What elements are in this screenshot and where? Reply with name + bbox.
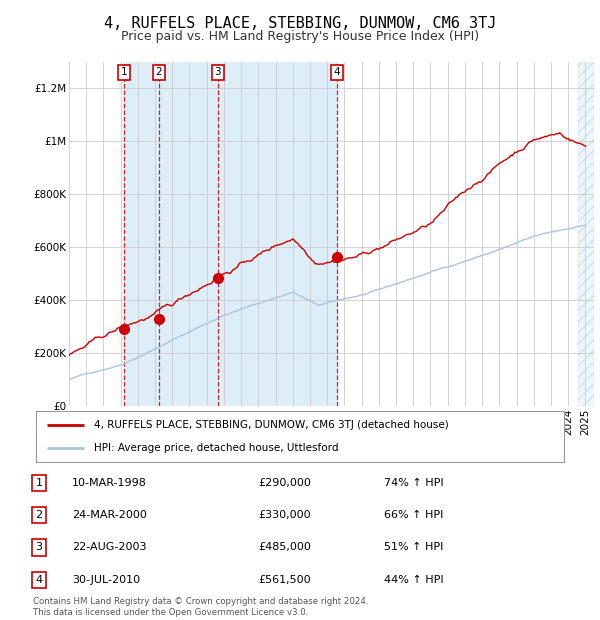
Text: 74% ↑ HPI: 74% ↑ HPI (384, 478, 443, 488)
Text: 1: 1 (121, 67, 127, 77)
Text: 4, RUFFELS PLACE, STEBBING, DUNMOW, CM6 3TJ (detached house): 4, RUFFELS PLACE, STEBBING, DUNMOW, CM6 … (94, 420, 449, 430)
Text: 51% ↑ HPI: 51% ↑ HPI (384, 542, 443, 552)
Text: 44% ↑ HPI: 44% ↑ HPI (384, 575, 443, 585)
Bar (159, 62, 218, 406)
Text: 4: 4 (35, 575, 43, 585)
Text: £290,000: £290,000 (258, 478, 311, 488)
Bar (124, 62, 159, 406)
Bar (578, 62, 594, 406)
Text: 22-AUG-2003: 22-AUG-2003 (72, 542, 146, 552)
Text: 1: 1 (35, 478, 43, 488)
Text: 66% ↑ HPI: 66% ↑ HPI (384, 510, 443, 520)
Text: 4, RUFFELS PLACE, STEBBING, DUNMOW, CM6 3TJ: 4, RUFFELS PLACE, STEBBING, DUNMOW, CM6 … (104, 16, 496, 30)
Text: HPI: Average price, detached house, Uttlesford: HPI: Average price, detached house, Uttl… (94, 443, 338, 453)
Text: 30-JUL-2010: 30-JUL-2010 (72, 575, 140, 585)
Bar (218, 62, 337, 406)
Text: £561,500: £561,500 (258, 575, 311, 585)
Text: 3: 3 (35, 542, 43, 552)
Text: 24-MAR-2000: 24-MAR-2000 (72, 510, 147, 520)
Text: 10-MAR-1998: 10-MAR-1998 (72, 478, 147, 488)
Text: Price paid vs. HM Land Registry's House Price Index (HPI): Price paid vs. HM Land Registry's House … (121, 30, 479, 43)
Text: 2: 2 (156, 67, 163, 77)
Text: Contains HM Land Registry data © Crown copyright and database right 2024.
This d: Contains HM Land Registry data © Crown c… (33, 598, 368, 617)
Text: 3: 3 (214, 67, 221, 77)
Text: £330,000: £330,000 (258, 510, 311, 520)
Text: 4: 4 (334, 67, 340, 77)
Text: 2: 2 (35, 510, 43, 520)
Text: £485,000: £485,000 (258, 542, 311, 552)
